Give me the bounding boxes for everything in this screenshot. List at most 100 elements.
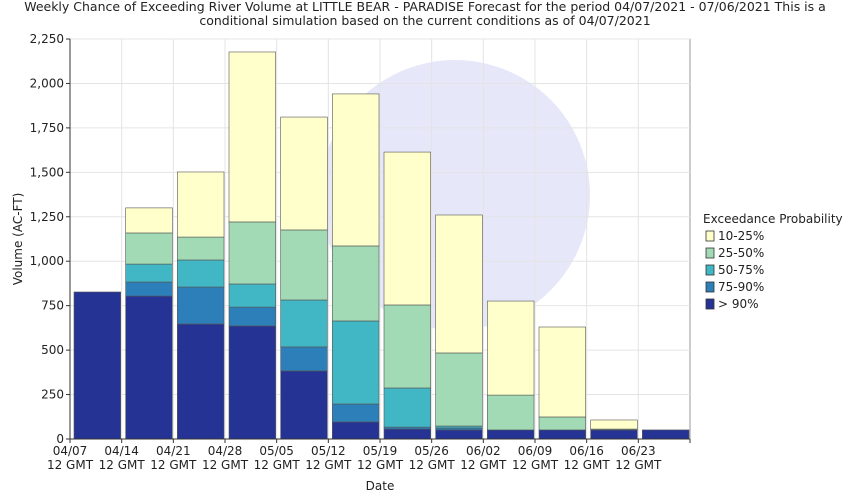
x-tick-line: 12 GMT [460,458,507,472]
x-tick-label: 05/26 12 GMT [409,444,456,472]
bar-segment [435,429,483,440]
x-tick-line: 04/28 [208,444,243,458]
x-axis-label: Date [366,479,395,493]
x-tick-line: 06/02 [466,444,501,458]
legend-label: 75-90% [718,280,764,294]
bar-segment [177,259,225,288]
x-tick-line: 12 GMT [254,458,301,472]
legend-title: Exceedance Probability [703,212,843,226]
bar-segment [280,229,328,301]
bar-segment [177,236,225,261]
legend-label: 10-25% [718,229,764,243]
bar-segment [332,421,380,440]
bar-segment [125,232,173,265]
legend-swatch [705,264,715,276]
bar-segment [332,320,380,405]
bar-segment [125,295,173,440]
x-tick-line: 04/14 [104,444,139,458]
bar-segment [280,346,328,372]
bar-segment [642,429,690,440]
bar-segment [538,429,586,440]
legend-swatch [705,247,715,259]
bar-segment [177,323,225,440]
y-tick-label: 1,000 [30,254,64,268]
y-tick-label: 1,500 [30,165,64,179]
y-tick-label: 2,250 [30,32,64,46]
legend-swatch [705,298,715,310]
bar-segment [332,403,380,423]
bar-segment [125,263,173,283]
bar-segment [590,419,638,430]
bar-segment [332,93,380,247]
x-tick-label: 04/21 12 GMT [150,444,197,472]
bar-segment [228,283,276,308]
bar-segment [487,429,535,440]
bar-segment [280,299,328,348]
x-tick-label: 06/16 12 GMT [564,444,611,472]
legend-swatch [705,281,715,293]
x-tick-line: 12 GMT [512,458,559,472]
bar-segment [487,300,535,396]
bar-segment [228,221,276,285]
chart-title: Weekly Chance of Exceeding River Volume … [24,0,826,28]
x-tick-line: 12 GMT [615,458,662,472]
x-tick-label: 04/14 12 GMT [99,444,146,472]
x-tick-line: 06/23 [621,444,656,458]
x-tick-line: 05/19 [363,444,398,458]
x-tick-line: 12 GMT [202,458,249,472]
bar-segment [125,281,173,297]
bar-segment [435,352,483,427]
x-tick-line: 04/07 [53,444,88,458]
x-tick-label: 05/12 12 GMT [305,444,352,472]
bar-segment [125,207,173,234]
x-tick-line: 06/16 [569,444,604,458]
x-tick-line: 12 GMT [305,458,352,472]
bar-segment [280,116,328,231]
bar-segment [487,394,535,431]
x-tick-label: 06/23 12 GMT [615,444,662,472]
x-tick-line: 12 GMT [47,458,94,472]
bar-segment [383,428,431,440]
y-tick-label: 1,250 [30,210,64,224]
x-tick-line: 12 GMT [564,458,611,472]
x-tick-line: 12 GMT [409,458,456,472]
bar-segment [228,306,276,327]
x-tick-line: 05/05 [259,444,294,458]
bar-segment [177,171,225,238]
x-tick-line: 06/09 [518,444,553,458]
bar-segment [538,326,586,418]
y-tick-label: 250 [41,388,64,402]
bar-segment [383,304,431,389]
legend-label: 50-75% [718,263,764,277]
y-axis-label: Volume (AC-FT) [11,193,25,286]
bar-segment [177,286,225,325]
x-tick-label: 06/02 12 GMT [460,444,507,472]
x-tick-line: 05/26 [414,444,449,458]
x-tick-line: 05/12 [311,444,346,458]
y-tick-label: 1,750 [30,121,64,135]
y-tick-label: 750 [41,299,64,313]
x-tick-line: 12 GMT [357,458,404,472]
x-tick-line: 12 GMT [150,458,197,472]
legend-label: > 90% [718,297,759,311]
y-tick-label: 0 [56,432,64,446]
bar-segment [383,387,431,428]
bar-segment [280,370,328,440]
legend-swatch [705,230,715,242]
x-tick-label: 04/28 12 GMT [202,444,249,472]
y-tick-label: 500 [41,343,64,357]
bar-segment [383,151,431,306]
legend-label: 25-50% [718,246,764,260]
bar-segment [228,51,276,223]
x-tick-line: 04/21 [156,444,191,458]
x-tick-label: 05/05 12 GMT [254,444,301,472]
x-tick-label: 04/07 12 GMT [47,444,94,472]
x-tick-label: 05/19 12 GMT [357,444,404,472]
bar-segment [590,429,638,440]
bar-segment [228,325,276,440]
bar-segment [332,245,380,322]
x-tick-line: 12 GMT [99,458,146,472]
bar-segment [435,214,483,354]
